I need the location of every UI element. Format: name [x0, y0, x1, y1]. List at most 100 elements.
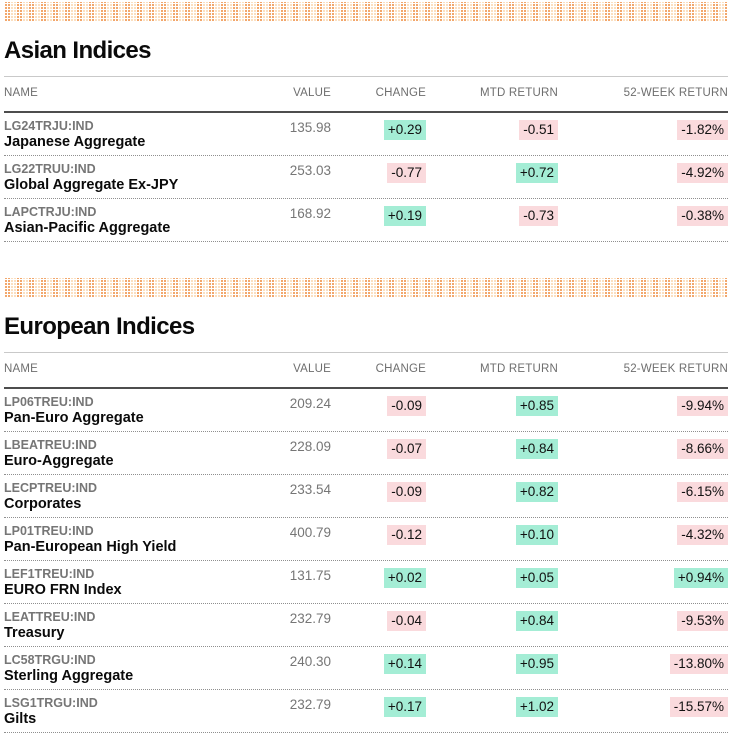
- column-header-name: NAME: [4, 87, 39, 99]
- asian-indices-table: NAME VALUE CHANGE MTD RETURN 52-WEEK RET…: [4, 77, 728, 242]
- column-header-52-week-return: 52-WEEK RETURN: [623, 363, 728, 375]
- mtd-return-badge: +0.82: [515, 482, 558, 502]
- row-value: 135.98: [289, 120, 331, 135]
- week52-return-badge: -6.15%: [677, 482, 728, 502]
- row-ticker: LSG1TRGU:IND: [4, 696, 98, 710]
- row-name: Pan-European High Yield: [4, 539, 177, 555]
- value-cell: 209.24: [231, 395, 331, 412]
- index-name-cell[interactable]: LEATTREU:IND Treasury: [4, 610, 231, 642]
- row-name: Gilts: [4, 711, 37, 727]
- week52-return-badge: -15.57%: [669, 697, 728, 717]
- mtd-return-cell: +0.72: [426, 162, 558, 183]
- column-header-name: NAME: [4, 363, 39, 375]
- index-name-cell[interactable]: LP01TREU:IND Pan-European High Yield: [4, 524, 231, 556]
- mtd-return-cell: +0.85: [426, 395, 558, 416]
- change-badge: +0.19: [383, 206, 426, 226]
- column-header-change: CHANGE: [375, 363, 426, 375]
- index-name-cell[interactable]: LEF1TREU:IND EURO FRN Index: [4, 567, 231, 599]
- title-divider: [4, 76, 728, 77]
- column-header-value: VALUE: [293, 363, 331, 375]
- change-cell: +0.02: [331, 567, 426, 588]
- table-row[interactable]: LG24TRJU:IND Japanese Aggregate 135.98 +…: [4, 113, 728, 156]
- change-badge: +0.14: [383, 654, 426, 674]
- section-title-asian: Asian Indices: [4, 37, 152, 64]
- row-name: Corporates: [4, 496, 82, 512]
- row-value: 168.92: [289, 206, 331, 221]
- index-name-cell[interactable]: LG24TRJU:IND Japanese Aggregate: [4, 119, 231, 151]
- mtd-return-cell: +0.84: [426, 610, 558, 631]
- index-name-cell[interactable]: LSG1TRGU:IND Gilts: [4, 696, 231, 728]
- change-cell: -0.04: [331, 610, 426, 631]
- table-row[interactable]: LEF1TREU:IND EURO FRN Index 131.75 +0.02…: [4, 561, 728, 604]
- change-badge: -0.77: [387, 163, 426, 183]
- row-name: Sterling Aggregate: [4, 668, 134, 684]
- table-row[interactable]: LP06TREU:IND Pan-Euro Aggregate 209.24 -…: [4, 389, 728, 432]
- mtd-return-badge: +0.72: [515, 163, 558, 183]
- week52-return-badge: +0.94%: [673, 568, 728, 588]
- mtd-return-badge: +0.95: [515, 654, 558, 674]
- mtd-return-cell: +0.95: [426, 653, 558, 674]
- change-cell: +0.19: [331, 205, 426, 226]
- change-badge: +0.29: [383, 120, 426, 140]
- change-badge: -0.07: [387, 439, 426, 459]
- section-title-european: European Indices: [4, 313, 195, 340]
- column-header-value: VALUE: [293, 87, 331, 99]
- row-value: 233.54: [289, 482, 331, 497]
- week52-return-cell: -8.66%: [558, 438, 728, 459]
- week52-return-badge: -4.32%: [677, 525, 728, 545]
- row-ticker: LAPCTRJU:IND: [4, 205, 97, 219]
- table-row[interactable]: LBEATREU:IND Euro-Aggregate 228.09 -0.07…: [4, 432, 728, 475]
- change-cell: -0.07: [331, 438, 426, 459]
- index-name-cell[interactable]: LAPCTRJU:IND Asian-Pacific Aggregate: [4, 205, 231, 237]
- row-value: 131.75: [289, 568, 331, 583]
- value-cell: 228.09: [231, 438, 331, 455]
- row-ticker: LG22TRUU:IND: [4, 162, 96, 176]
- mtd-return-cell: +0.84: [426, 438, 558, 459]
- mtd-return-cell: +0.10: [426, 524, 558, 545]
- table-row[interactable]: LC58TRGU:IND Sterling Aggregate 240.30 +…: [4, 647, 728, 690]
- title-divider: [4, 352, 728, 353]
- table-header-row: NAME VALUE CHANGE MTD RETURN 52-WEEK RET…: [4, 77, 728, 113]
- value-cell: 131.75: [231, 567, 331, 584]
- index-name-cell[interactable]: LBEATREU:IND Euro-Aggregate: [4, 438, 231, 470]
- mtd-return-badge: +0.10: [515, 525, 558, 545]
- index-name-cell[interactable]: LP06TREU:IND Pan-Euro Aggregate: [4, 395, 231, 427]
- row-name: Pan-Euro Aggregate: [4, 410, 144, 426]
- row-ticker: LP06TREU:IND: [4, 395, 94, 409]
- value-cell: 400.79: [231, 524, 331, 541]
- table-header-row: NAME VALUE CHANGE MTD RETURN 52-WEEK RET…: [4, 353, 728, 389]
- table-row[interactable]: LSG1TRGU:IND Gilts 232.79 +0.17 +1.02 -1…: [4, 690, 728, 733]
- week52-return-cell: -1.82%: [558, 119, 728, 140]
- change-cell: -0.12: [331, 524, 426, 545]
- section-asian-indices: Asian Indices NAME VALUE CHANGE MTD RETU…: [4, 38, 728, 242]
- table-row[interactable]: LEATTREU:IND Treasury 232.79 -0.04 +0.84…: [4, 604, 728, 647]
- week52-return-badge: -1.82%: [677, 120, 728, 140]
- row-name: Asian-Pacific Aggregate: [4, 220, 171, 236]
- decorative-pattern-band: [4, 278, 728, 298]
- change-cell: +0.17: [331, 696, 426, 717]
- change-badge: -0.12: [387, 525, 426, 545]
- mtd-return-cell: -0.73: [426, 205, 558, 226]
- row-name: Treasury: [4, 625, 65, 641]
- table-row[interactable]: LAPCTRJU:IND Asian-Pacific Aggregate 168…: [4, 199, 728, 242]
- row-value: 240.30: [289, 654, 331, 669]
- index-name-cell[interactable]: LC58TRGU:IND Sterling Aggregate: [4, 653, 231, 685]
- table-row[interactable]: LP01TREU:IND Pan-European High Yield 400…: [4, 518, 728, 561]
- row-ticker: LC58TRGU:IND: [4, 653, 96, 667]
- row-ticker: LEATTREU:IND: [4, 610, 96, 624]
- row-value: 253.03: [289, 163, 331, 178]
- index-name-cell[interactable]: LG22TRUU:IND Global Aggregate Ex-JPY: [4, 162, 231, 194]
- week52-return-cell: -4.32%: [558, 524, 728, 545]
- table-body: LP06TREU:IND Pan-Euro Aggregate 209.24 -…: [4, 389, 728, 733]
- table-row[interactable]: LECPTREU:IND Corporates 233.54 -0.09 +0.…: [4, 475, 728, 518]
- change-badge: -0.09: [387, 396, 426, 416]
- row-value: 209.24: [289, 396, 331, 411]
- index-name-cell[interactable]: LECPTREU:IND Corporates: [4, 481, 231, 513]
- row-value: 400.79: [289, 525, 331, 540]
- table-row[interactable]: LG22TRUU:IND Global Aggregate Ex-JPY 253…: [4, 156, 728, 199]
- column-header-change: CHANGE: [375, 87, 426, 99]
- change-cell: +0.14: [331, 653, 426, 674]
- change-cell: -0.77: [331, 162, 426, 183]
- week52-return-cell: -9.94%: [558, 395, 728, 416]
